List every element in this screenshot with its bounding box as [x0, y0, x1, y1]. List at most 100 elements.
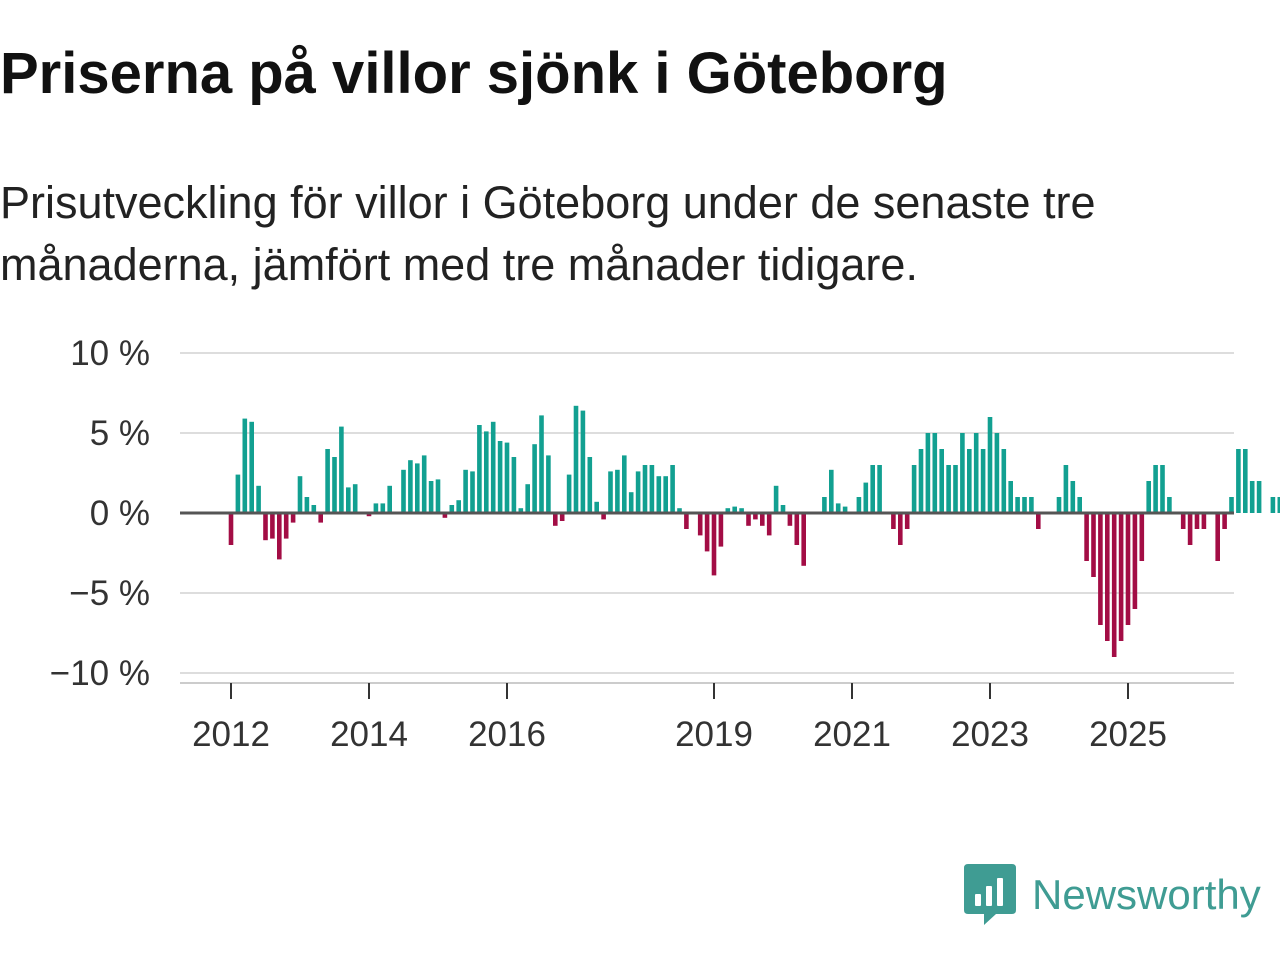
bar-positive: [332, 457, 337, 513]
bar-negative: [1215, 513, 1220, 561]
bar-negative: [290, 513, 296, 523]
bar-positive: [1270, 497, 1276, 513]
bar-positive: [642, 465, 648, 513]
bar-positive: [1008, 481, 1013, 513]
bar-negative: [1105, 513, 1110, 641]
bar-positive: [566, 474, 572, 513]
bar-positive: [663, 476, 668, 513]
bar-negative: [1201, 513, 1207, 529]
bar-positive: [1070, 481, 1076, 513]
bar-negative: [760, 513, 765, 526]
bar-positive: [587, 457, 593, 513]
bar-positive: [573, 405, 579, 513]
bar-negative: [1084, 513, 1089, 561]
bar-positive: [490, 421, 496, 513]
x-tick-label: 2019: [675, 715, 753, 750]
bar-positive: [297, 476, 303, 513]
bar-positive: [428, 481, 434, 513]
bar-positive: [1029, 497, 1034, 513]
bar-positive: [615, 469, 620, 513]
bar-positive: [960, 433, 965, 513]
bar-positive: [1063, 465, 1069, 513]
y-tick-label: −10 %: [50, 654, 150, 693]
bar-positive: [863, 482, 869, 513]
bar-negative: [1180, 513, 1186, 529]
bar-positive: [939, 449, 944, 513]
bar-positive: [235, 474, 241, 513]
bar-positive: [311, 505, 317, 513]
bar-negative: [1125, 513, 1131, 625]
bar-positive: [1167, 497, 1172, 513]
bar-positive: [953, 465, 958, 513]
x-tick-label: 2016: [468, 715, 546, 750]
bar-positive: [484, 431, 489, 513]
bar-positive: [580, 410, 586, 513]
chart-subtitle: Prisutveckling för villor i Göteborg und…: [0, 177, 1096, 290]
bar-positive: [842, 506, 848, 513]
bar-negative: [1139, 513, 1145, 561]
bar-negative: [601, 513, 606, 520]
bar-negative: [1194, 513, 1200, 529]
brand-name: Newsworthy: [1032, 871, 1261, 918]
bar-negative: [711, 513, 717, 576]
bar-positive: [925, 433, 931, 513]
bar-positive: [380, 503, 386, 513]
bar-positive: [256, 485, 261, 513]
bar-positive: [249, 421, 254, 513]
x-tick-label: 2012: [192, 715, 270, 750]
bar-positive: [339, 426, 344, 513]
bar-positive: [477, 425, 482, 513]
bar-negative: [704, 513, 710, 552]
y-tick-label: 0 %: [90, 494, 150, 533]
y-axis-labels: 10 % 5 % 0 % −5 % −10 %: [50, 334, 150, 693]
bar-positive: [822, 497, 827, 513]
y-tick-label: 10 %: [70, 334, 150, 373]
bar-positive: [546, 455, 551, 513]
y-tick-label: −5 %: [69, 574, 150, 613]
bar-positive: [594, 501, 599, 513]
bar-positive: [994, 433, 1000, 513]
bar-positive: [304, 497, 310, 513]
bar-negative: [898, 513, 903, 545]
bar-positive: [677, 508, 682, 513]
bar-positive: [946, 465, 951, 513]
bar-positive: [628, 492, 634, 513]
bar-negative: [1111, 513, 1117, 657]
bar-chart: 10 % 5 % 0 % −5 % −10 % 2012 2014 2016 2019 2021…: [50, 334, 1280, 750]
bar-positive: [656, 476, 662, 513]
bar-negative: [1091, 513, 1096, 577]
bar-negative: [787, 513, 793, 526]
bar-negative: [891, 513, 896, 529]
bar-negative: [1036, 513, 1041, 529]
bar-positive: [1146, 481, 1151, 513]
gridlines: [180, 352, 1234, 674]
bar-negative: [366, 513, 372, 517]
bar-negative: [270, 513, 275, 539]
bar-positive: [435, 479, 441, 513]
bar-positive: [1229, 497, 1234, 513]
bar-positive: [352, 484, 358, 513]
bar-positive: [539, 415, 544, 513]
bar-negative: [283, 513, 289, 539]
bar-positive: [408, 460, 413, 513]
x-tick-label: 2023: [951, 715, 1029, 750]
bar-positive: [877, 465, 882, 513]
bar-negative: [1187, 513, 1193, 545]
bar-positive: [242, 418, 248, 513]
bar-positive: [1256, 481, 1262, 513]
x-tick-label: 2014: [330, 715, 408, 750]
x-axis: 2012 2014 2016 2019 2021 2023 2025: [180, 682, 1234, 750]
bar-positive: [518, 508, 524, 513]
bar-positive: [1153, 465, 1158, 513]
bar-positive: [911, 465, 917, 513]
bar-negative: [277, 513, 282, 560]
bar-negative: [559, 513, 565, 521]
bar-negative: [553, 513, 558, 526]
bar-negative: [1222, 513, 1227, 529]
newsworthy-logo-icon: [964, 864, 1016, 925]
bar-positive: [387, 485, 392, 513]
x-tick-label: 2021: [813, 715, 891, 750]
bar-positive: [918, 449, 924, 513]
bar-positive: [967, 449, 972, 513]
bar-positive: [470, 471, 475, 513]
